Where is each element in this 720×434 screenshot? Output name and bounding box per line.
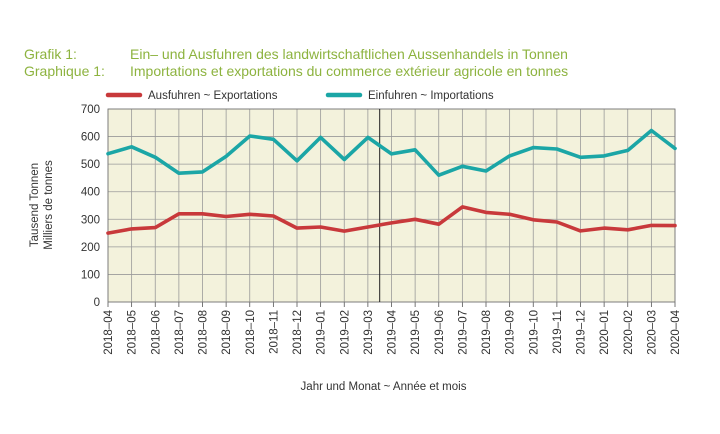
y-axis-title-german: Tausend Tonnen	[29, 163, 41, 247]
y-tick-label: 700	[81, 104, 100, 116]
y-tick-label: 500	[81, 159, 100, 171]
imports-series-line	[106, 128, 677, 177]
x-tick-label: 2020–02	[623, 310, 635, 355]
x-tick-label: 2019–09	[505, 310, 517, 355]
x-tick-label: 2018–12	[292, 310, 304, 355]
x-tick-label: 2020–03	[646, 310, 658, 355]
x-tick-label: 2019–04	[387, 309, 399, 354]
title-key-french: Graphique 1:	[24, 63, 105, 79]
x-tick-label: 2019–05	[410, 310, 422, 355]
x-tick-label: 2018–08	[198, 310, 210, 355]
x-tick-label: 2018–11	[268, 310, 280, 354]
x-tick-label: 2020–04	[670, 309, 682, 354]
x-tick-label: 2019–08	[481, 310, 493, 355]
legend-label-exports: Ausfuhren ~ Exportations	[148, 90, 278, 102]
x-tick-label: 2018–04	[103, 309, 115, 354]
chart-title-german: Grafik 1: Ein– und Ausfuhren des landwirt…	[24, 46, 568, 62]
y-tick-label: 400	[81, 187, 100, 199]
x-tick-label: 2019–12	[576, 310, 588, 355]
title-text-french: Importations et exportations du commerce…	[130, 63, 569, 79]
x-tick-label: 2019–10	[528, 310, 540, 355]
x-tick-label: 2019–03	[363, 310, 375, 355]
y-tick-label: 100	[81, 269, 100, 281]
x-tick-label: 2019–06	[434, 310, 446, 355]
x-tick-label: 2018–05	[127, 310, 139, 355]
x-tick-label: 2018–07	[174, 310, 186, 355]
y-axis-title-french: Milliers de tonnes	[43, 160, 55, 250]
x-tick-label: 2020–01	[599, 310, 611, 355]
x-tick-label: 2019–11	[552, 310, 564, 354]
x-axis-title: Jahr und Monat ~ Année et mois	[301, 381, 467, 393]
plot-frame	[107, 108, 676, 303]
x-tick-label: 2018–06	[150, 310, 162, 355]
chart-title-french: Graphique 1: Importations et exportations…	[24, 63, 568, 79]
title-key-german: Grafik 1:	[24, 46, 77, 62]
title-text-german: Ein– und Ausfuhren des landwirtschaftlic…	[130, 46, 568, 62]
y-tick-label: 0	[94, 297, 100, 309]
exports-series-line	[106, 205, 677, 235]
y-tick-label: 600	[81, 132, 100, 144]
x-tick-label: 2019–02	[339, 310, 351, 355]
x-tick-label: 2019–01	[316, 310, 328, 355]
x-tick-label: 2019–07	[457, 310, 469, 355]
legend-label-imports: Einfuhren ~ Importations	[368, 90, 494, 102]
y-tick-label: 300	[81, 214, 100, 226]
x-tick-label: 2018–10	[245, 310, 257, 355]
x-tick-label: 2018–09	[221, 310, 233, 355]
y-tick-label: 200	[81, 242, 100, 254]
